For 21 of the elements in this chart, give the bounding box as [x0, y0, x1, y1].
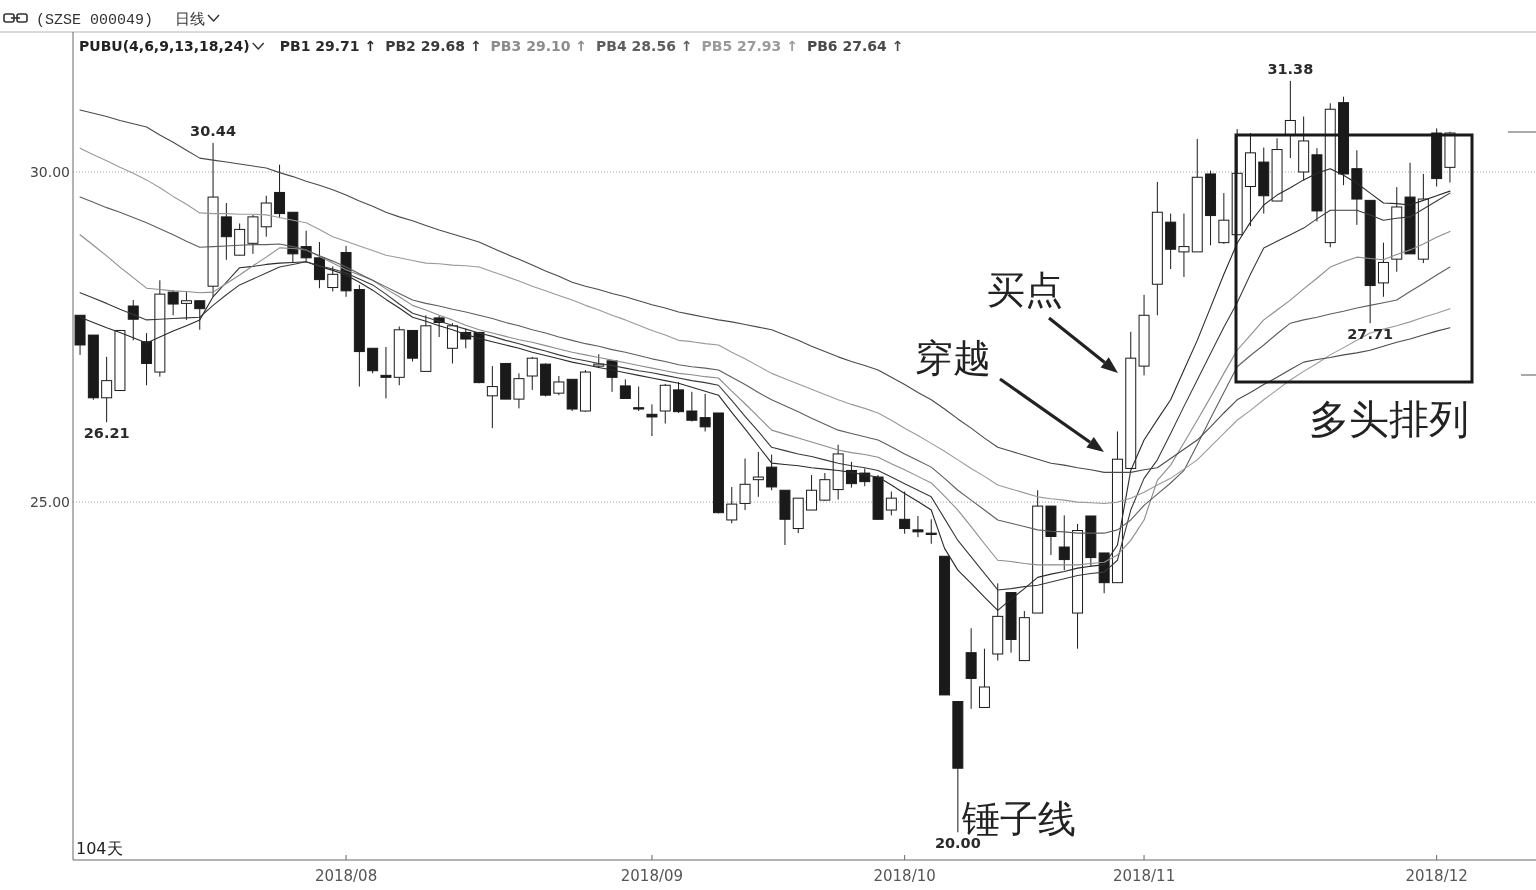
legend-label: PB1 29.71 ↑	[279, 38, 377, 54]
text: 26.21	[83, 425, 130, 442]
y-tick-label: 30.00	[29, 163, 70, 180]
header: (SZSE 000049) 日线	[3, 10, 220, 29]
x-tick-label: 2018/10	[873, 867, 936, 885]
annotation: 穿越	[915, 336, 991, 380]
annotation: 多头排列	[1309, 396, 1469, 442]
text: 31.38	[1267, 60, 1314, 77]
legend-title: PUBU(4,6,9,13,18,24)	[79, 38, 250, 54]
annotation: 104天	[76, 839, 123, 858]
text: 30.44	[190, 122, 236, 139]
x-tick-label: 2018/12	[1405, 867, 1468, 885]
x-tick-label: 2018/09	[620, 867, 684, 885]
y-tick-label: 25.00	[29, 494, 70, 511]
x-tick-label: 2018/08	[314, 867, 378, 885]
chart-title: (SZSE 000049)	[36, 12, 154, 29]
text: 27.71	[1347, 326, 1394, 343]
annotation: 买点	[987, 268, 1063, 312]
legend: PUBU(4,6,9,13,18,24) PB1 29.71 ↑ PB2 29.68 ↑ PB3 29.10 ↑ PB4 28.56 ↑ PB5 27.93 ↑ PB6 27.64 ↑	[79, 38, 904, 54]
chart-subtitle: 日线	[175, 10, 206, 28]
x-tick-label: 2018/11	[1112, 867, 1176, 885]
